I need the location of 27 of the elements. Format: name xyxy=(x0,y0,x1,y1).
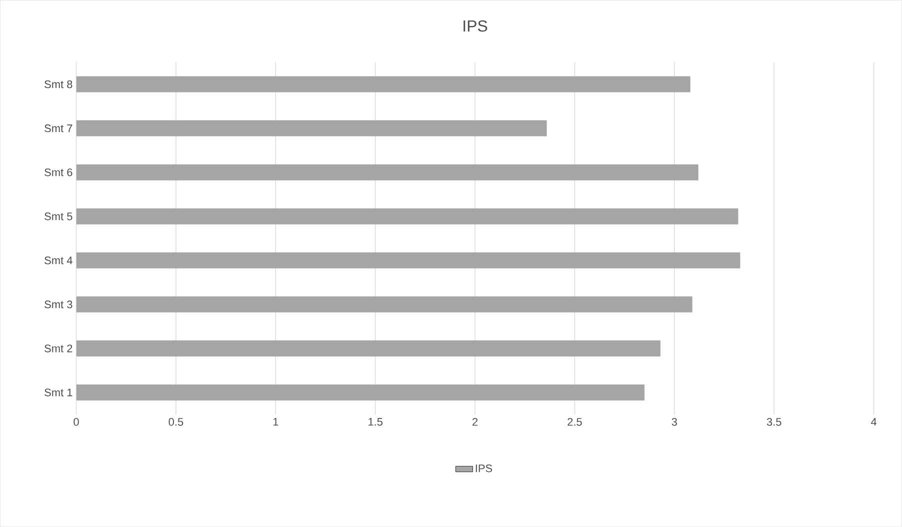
x-tick-label: 1.5 xyxy=(368,418,382,426)
x-tick-label: 4 xyxy=(870,418,877,426)
bar xyxy=(76,208,738,224)
y-tick-label: Smt 3 xyxy=(44,300,72,308)
x-tick-label: 3.5 xyxy=(766,418,782,426)
x-tick-label: 1 xyxy=(273,418,278,426)
chart-title: IPS xyxy=(464,20,488,32)
x-tick-label: 0 xyxy=(74,418,79,426)
bar xyxy=(76,384,644,401)
x-tick-label: 3 xyxy=(672,418,677,426)
y-tick-label: Smt 4 xyxy=(44,256,72,264)
x-tick-label: 2 xyxy=(472,418,478,426)
y-tick-label: Smt 2 xyxy=(44,344,72,352)
bar xyxy=(76,252,740,269)
y-tick-label: Smt 6 xyxy=(44,168,72,176)
bar xyxy=(76,340,660,357)
x-tick-label: 0.5 xyxy=(168,418,184,426)
y-tick-label: Smt 7 xyxy=(44,124,72,132)
legend-label: IPS xyxy=(476,464,492,472)
bar xyxy=(76,120,547,136)
y-tick-label: Smt 1 xyxy=(44,388,72,396)
y-tick-label: Smt 8 xyxy=(44,80,72,88)
bar xyxy=(76,296,692,313)
x-tick-label: 2.5 xyxy=(568,418,582,426)
bar xyxy=(76,76,690,92)
bar xyxy=(76,164,698,180)
y-tick-label: Smt 5 xyxy=(44,212,72,220)
